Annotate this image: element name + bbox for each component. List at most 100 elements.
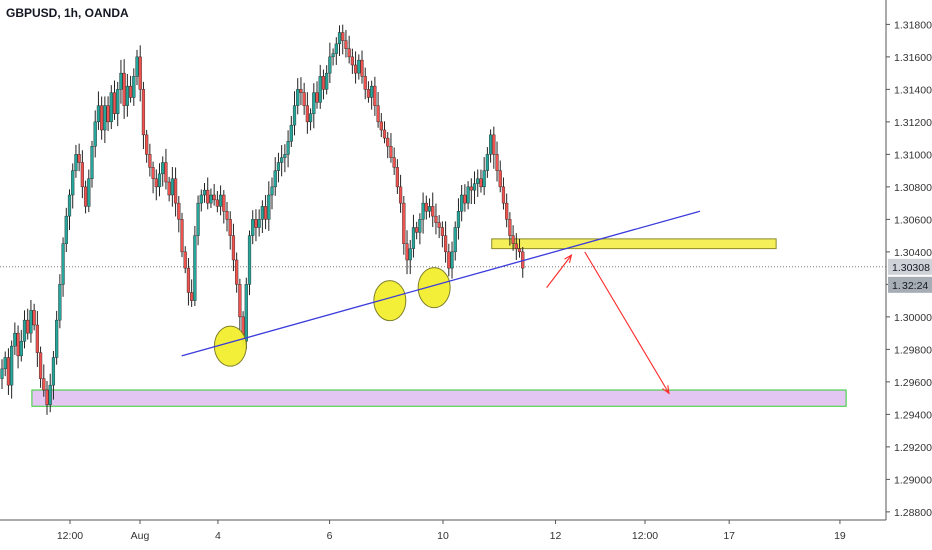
candle-body: [6, 357, 11, 386]
last-price-label: 1.30308: [892, 262, 930, 274]
x-tick-label: 17: [723, 530, 735, 542]
chart-title: GBPUSD, 1h, OANDA: [6, 6, 129, 20]
y-tick-label: 1.29000: [894, 474, 932, 486]
candle-body: [321, 76, 326, 90]
candle-body: [411, 227, 416, 249]
candle-body: [100, 105, 104, 131]
candle-body: [376, 105, 380, 123]
resistance-zone: [491, 238, 777, 250]
candle-body: [128, 85, 133, 98]
candle-body: [398, 186, 403, 204]
partial-price-label: 1.: [892, 280, 901, 292]
candle-body: [58, 284, 62, 321]
candle-body: [29, 310, 33, 334]
candle-body: [517, 248, 522, 253]
candle-body: [514, 243, 518, 249]
candle-body: [402, 202, 406, 244]
candle-body: [225, 211, 229, 220]
y-tick-label: 1.30000: [894, 312, 932, 324]
x-tick-label: 19: [834, 530, 846, 542]
candle-body: [238, 284, 242, 318]
candle-body: [492, 134, 496, 155]
candle-body: [453, 227, 457, 253]
candle-body: [48, 384, 52, 405]
candle-body: [508, 219, 512, 236]
candle-body: [392, 157, 396, 168]
candle-body: [505, 202, 509, 220]
candle-body: [64, 215, 68, 244]
candle-body: [148, 154, 152, 168]
candle-body: [431, 206, 435, 217]
candle-body: [479, 178, 483, 188]
candle-body: [427, 206, 432, 212]
candle-body: [257, 219, 261, 228]
y-tick-label: 1.30800: [894, 182, 932, 194]
candle-body: [315, 92, 319, 103]
candle-body: [222, 194, 226, 212]
candle-body: [485, 154, 489, 171]
candle-body: [421, 202, 425, 220]
y-tick-label: 1.29600: [894, 377, 932, 389]
candle-body: [276, 162, 281, 171]
candle-body: [132, 76, 136, 98]
candle-body: [96, 105, 101, 123]
candle-body: [296, 89, 300, 106]
support-zone: [31, 389, 847, 407]
candle-body: [186, 267, 191, 293]
candle-body: [38, 352, 43, 379]
candle-body: [42, 378, 46, 391]
highlight-circle: [213, 325, 247, 367]
candle-body: [299, 89, 303, 93]
candle-body: [447, 251, 451, 269]
candle-body: [440, 227, 444, 236]
y-tick-label: 1.28800: [894, 507, 932, 519]
candle-body: [45, 389, 49, 405]
candle-body: [180, 219, 184, 253]
candle-body: [437, 222, 441, 228]
candle-body: [231, 235, 236, 261]
candle-body: [292, 105, 297, 126]
candle-body: [103, 105, 107, 131]
candle-body: [308, 113, 313, 123]
candle-body: [71, 170, 75, 196]
candle-body: [405, 243, 409, 261]
x-tick-label: Aug: [131, 530, 150, 542]
candle-body: [495, 154, 499, 171]
x-tick-label: 6: [327, 530, 333, 542]
candle-body: [183, 251, 187, 269]
candle-body: [337, 32, 342, 45]
candle-body: [360, 59, 364, 77]
highlight-circle: [373, 280, 407, 322]
candle-body: [0, 368, 4, 379]
candle-body: [77, 154, 81, 163]
candle-body: [305, 105, 309, 123]
candle-body: [318, 76, 322, 103]
candle-body: [199, 194, 203, 204]
y-tick-label: 1.30600: [894, 214, 932, 226]
candle-body: [218, 194, 223, 207]
x-tick-label: 12:00: [57, 530, 83, 542]
candle-body: [154, 178, 158, 188]
candle-body: [289, 124, 293, 142]
arrow-down-shaft: [584, 251, 670, 394]
candle-body: [363, 76, 367, 90]
countdown-label: 32:24: [902, 280, 928, 292]
candle-body: [83, 186, 88, 207]
candle-body: [341, 32, 345, 41]
candle-body: [286, 141, 290, 155]
arrow-up-shaft: [546, 254, 572, 288]
candle-body: [10, 345, 14, 386]
candle-body: [61, 243, 65, 285]
candle-body: [125, 85, 129, 106]
candle-body: [244, 284, 248, 342]
candle-body: [460, 194, 464, 212]
candle-body: [357, 59, 361, 74]
candle-body: [193, 235, 197, 301]
candle-body: [112, 92, 117, 114]
x-tick-label: 4: [215, 530, 221, 542]
candle-body: [476, 178, 480, 184]
candle-body: [395, 167, 399, 188]
y-tick-label: 1.29800: [894, 344, 932, 356]
